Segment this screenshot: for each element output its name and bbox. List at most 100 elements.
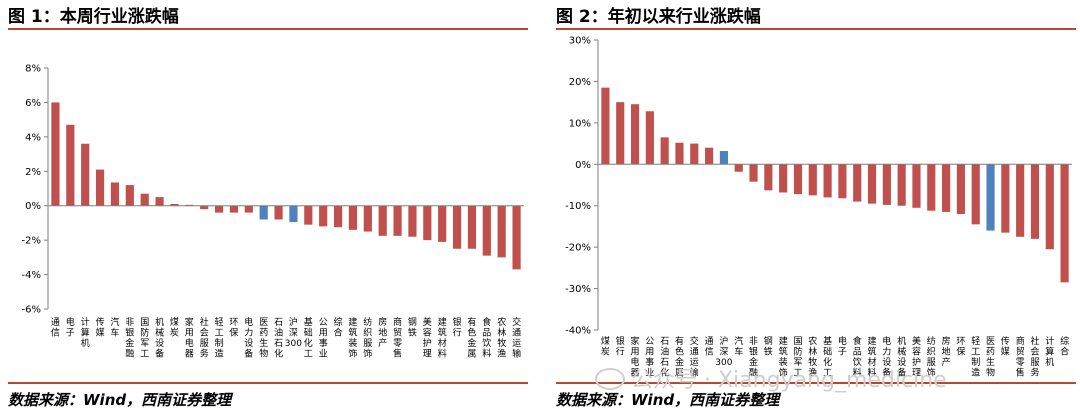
wechat-icon (595, 368, 625, 390)
bar (986, 164, 995, 231)
figure-2-bottom-rule (556, 382, 1076, 384)
category-label: 建筑材料 (438, 316, 447, 360)
bar (1045, 164, 1054, 250)
category-label: 农林牧渔 (808, 335, 817, 379)
category-label: 有色金属 (467, 316, 476, 360)
category-label: 有色金属 (675, 335, 684, 379)
category-label: 轻工制造 (215, 316, 224, 360)
category-label: 机械设备 (897, 335, 906, 379)
bar (229, 205, 239, 213)
category-label: 电子 (66, 316, 75, 339)
category-label: 电力设备 (882, 335, 891, 379)
bar (971, 164, 980, 225)
category-label: 综合 (1060, 335, 1069, 358)
bar (927, 164, 936, 211)
bar (214, 205, 224, 213)
category-label: 传媒 (1001, 335, 1010, 358)
bar (408, 205, 417, 237)
bar (319, 205, 328, 227)
bar (140, 193, 149, 206)
category-label: 食品饮料 (853, 335, 862, 379)
bar (333, 205, 343, 228)
bar (423, 205, 432, 241)
category-label: 社会服务 (200, 316, 209, 360)
bar (438, 205, 447, 242)
y-tick-label: -10% (565, 201, 591, 212)
bar (200, 205, 209, 210)
bar (304, 205, 313, 225)
category-label: 医药生物 (259, 317, 268, 360)
y-tick-label: 8% (25, 64, 41, 75)
figure-1-title: 图 1：本周行业涨跌幅 (8, 7, 179, 27)
y-tick-label: 0% (25, 201, 41, 212)
category-label: 美容护理 (423, 316, 432, 360)
category-label: 钢铁 (764, 335, 773, 358)
bar (705, 147, 714, 165)
figure-2: 图 2：年初以来行业涨跌幅 30% 20% 10% 0% -10% -20% -30% -40… (556, 0, 1076, 415)
category-label: 计算机 (1045, 335, 1054, 368)
bar (867, 164, 877, 204)
category-label: 商贸零售 (1016, 335, 1025, 379)
bar (630, 104, 640, 165)
bar (645, 111, 654, 165)
bar (942, 164, 951, 212)
category-label: 建筑装饰 (348, 316, 357, 360)
figure-1-top-rule (8, 28, 528, 30)
category-label: 农林牧渔 (497, 316, 506, 360)
category-label: 环保 (229, 317, 238, 339)
bar (912, 164, 921, 208)
category-label: 建筑材料 (867, 335, 876, 379)
category-label: 非银金融 (749, 335, 758, 379)
bar (853, 164, 862, 202)
bar (66, 124, 75, 206)
bar (749, 164, 758, 182)
bar (452, 205, 462, 249)
bar (482, 205, 491, 256)
figure-1-bottom-rule (8, 382, 528, 384)
y-tick-label: 2% (25, 167, 41, 178)
bar (95, 169, 105, 206)
bar (81, 143, 90, 206)
category-label: 通信 (705, 336, 714, 358)
bar (838, 164, 847, 199)
category-label: 煤炭 (601, 335, 610, 358)
bar (348, 205, 358, 230)
figure-1-source: 数据来源：Wind，西南证券整理 (8, 391, 232, 409)
category-label: 房地产 (378, 316, 387, 349)
category-label: 计算机 (81, 316, 90, 349)
bar (393, 205, 402, 236)
bar (170, 203, 179, 206)
bar (1016, 164, 1025, 237)
category-label: 汽车 (734, 335, 743, 358)
category-label: 交通运输 (512, 316, 521, 360)
bar (956, 164, 965, 214)
bar (734, 164, 743, 172)
category-label: 基础化工 (304, 316, 313, 360)
bar (660, 137, 669, 165)
figure-1-chart: 8% 6% 4% 2% 0% -2% -4% -6% 通信电子计算机传媒汽车非银金融国防军工机械… (22, 64, 524, 360)
figure-1: 图 1：本周行业涨跌幅 8% 6% 4% 2% 0% -2% -4% -6% 通信 电子 计算机 传媒… (8, 0, 528, 415)
bar (378, 205, 387, 236)
figure-2-source: 数据来源：Wind，西南证券整理 (556, 391, 780, 409)
bar (823, 164, 832, 198)
y-tick-label: -20% (565, 243, 591, 254)
bar (616, 102, 625, 165)
y-tick-label: -6% (22, 305, 41, 316)
bar (1060, 164, 1069, 283)
bar (155, 197, 164, 206)
watermark-text: 公众号 · Xiangyang_medicine (631, 368, 947, 393)
category-label: 公用事业 (645, 336, 654, 379)
bar (125, 185, 134, 206)
y-tick-label: 4% (25, 132, 41, 143)
category-label: 医药生物 (986, 336, 995, 379)
bar (897, 164, 906, 206)
bar (793, 164, 803, 195)
category-label: 综合 (334, 316, 343, 339)
bar (808, 164, 817, 196)
bar (882, 164, 891, 205)
bar (110, 182, 120, 206)
category-label: 电力设备 (244, 316, 253, 360)
category-label: 沪深 300 (285, 316, 302, 349)
category-label: 汽车 (110, 316, 119, 339)
category-label: 纺织服饰 (927, 335, 936, 379)
